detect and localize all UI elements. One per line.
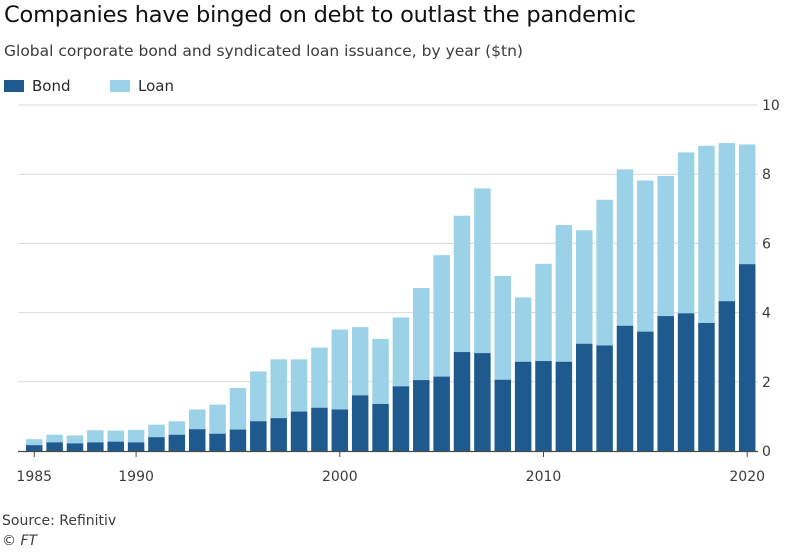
bar-loan-2005: [433, 255, 450, 377]
legend-label-loan: Loan: [138, 77, 174, 95]
bar-bond-2020: [738, 264, 756, 451]
bar-bond-2002: [372, 403, 389, 451]
bar-loan-1989: [107, 430, 124, 442]
x-tick-label: 2010: [526, 469, 562, 485]
bar-loan-2016: [657, 175, 674, 317]
y-tick-label: 10: [762, 98, 780, 114]
chart-subtitle: Global corporate bond and syndicated loa…: [4, 42, 523, 60]
bar-loan-2011: [555, 225, 573, 362]
bar-loan-1988: [87, 430, 104, 443]
bar-bond-2017: [677, 313, 695, 451]
bar-bond-1989: [107, 441, 124, 451]
bar-bond-1988: [87, 442, 104, 451]
bar-bond-2011: [555, 361, 573, 451]
bar-bond-2004: [413, 380, 430, 451]
bar-loan-2013: [596, 199, 613, 346]
bar-loan-1986: [46, 434, 63, 443]
bar-chart: 0 2 4 6 8 10 1985 1990 2000 2010 2020: [16, 98, 780, 485]
y-tick-label: 2: [762, 375, 771, 391]
bar-bond-2012: [575, 343, 593, 451]
bar-bond-2013: [596, 345, 613, 451]
bar-bond-1999: [311, 407, 328, 451]
bar-loan-1997: [270, 359, 287, 419]
bar-loan-1995: [229, 388, 247, 430]
bar-loan-2009: [514, 297, 532, 362]
bar-loan-1992: [168, 421, 186, 435]
bar-bond-2010: [535, 361, 552, 451]
bar-loan-2008: [494, 275, 512, 380]
bar-bond-1997: [270, 418, 287, 451]
bar-bond-2005: [433, 376, 450, 451]
bar-loan-2003: [392, 317, 410, 387]
bar-loan-1993: [188, 409, 206, 430]
credit-note: © FT: [2, 533, 38, 549]
bar-bond-2009: [514, 361, 532, 451]
y-tick-label: 0: [762, 444, 771, 460]
bar-loan-2012: [575, 230, 593, 344]
bar-loan-1990: [127, 429, 145, 443]
bar-bond-1992: [168, 434, 186, 451]
bar-loan-2014: [616, 169, 634, 326]
bar-loan-2020: [738, 144, 756, 265]
bar-loan-1985: [26, 439, 43, 446]
bar-loan-2006: [453, 215, 471, 353]
x-tick-label: 1985: [16, 469, 52, 485]
bar-bond-1994: [209, 433, 226, 451]
y-tick-label: 4: [762, 306, 771, 322]
x-tick-label: 2000: [322, 469, 358, 485]
bar-loan-1994: [209, 404, 226, 434]
bar-loan-1999: [311, 347, 328, 408]
bar-loan-2018: [698, 145, 715, 323]
bar-loan-2010: [535, 263, 552, 362]
bar-loan-2000: [331, 329, 349, 410]
legend-swatch-bond: [4, 80, 24, 92]
legend-item-loan: Loan: [110, 77, 174, 95]
source-note: Source: Refinitiv: [2, 513, 117, 529]
bar-loan-2017: [677, 152, 695, 314]
x-tick-label: 1990: [118, 469, 154, 485]
bar-bond-1991: [148, 437, 165, 451]
bar-bond-2018: [698, 322, 715, 451]
bar-bond-2015: [637, 331, 654, 451]
bar-bond-2003: [392, 386, 410, 451]
bar-loan-2019: [718, 143, 736, 302]
bar-bond-1985: [26, 445, 43, 451]
bar-loan-1998: [290, 359, 308, 412]
bar-bond-1995: [229, 429, 247, 451]
bar-bond-1998: [290, 411, 308, 451]
bar-loan-2004: [413, 288, 430, 381]
legend-label-bond: Bond: [32, 77, 71, 95]
bar-bond-1993: [188, 429, 206, 451]
legend-item-bond: Bond: [4, 77, 71, 95]
bar-loan-1996: [250, 371, 267, 422]
bar-bond-2007: [474, 353, 491, 451]
bar-loan-2002: [372, 338, 389, 404]
bar-bond-2000: [331, 409, 349, 451]
bar-bond-1996: [250, 421, 267, 451]
bar-bond-1987: [66, 443, 84, 451]
bar-bond-2008: [494, 379, 512, 451]
bar-bond-1990: [127, 442, 145, 451]
bar-bond-2006: [453, 352, 471, 451]
bar-loan-2007: [474, 188, 491, 354]
y-tick-label: 6: [762, 236, 771, 252]
chart-title: Companies have binged on debt to outlast…: [4, 2, 636, 28]
bar-bond-1986: [46, 442, 63, 451]
bar-loan-2001: [351, 327, 369, 396]
x-tick-label: 2020: [729, 469, 765, 485]
bar-bond-2016: [657, 316, 674, 451]
bar-loan-1991: [148, 424, 165, 438]
y-tick-label: 8: [762, 167, 771, 183]
bar-loan-1987: [66, 435, 84, 444]
bar-loan-2015: [637, 180, 654, 332]
legend-swatch-loan: [110, 80, 130, 92]
bar-bond-2001: [351, 395, 369, 451]
bar-bond-2019: [718, 301, 736, 451]
bar-bond-2014: [616, 325, 634, 451]
